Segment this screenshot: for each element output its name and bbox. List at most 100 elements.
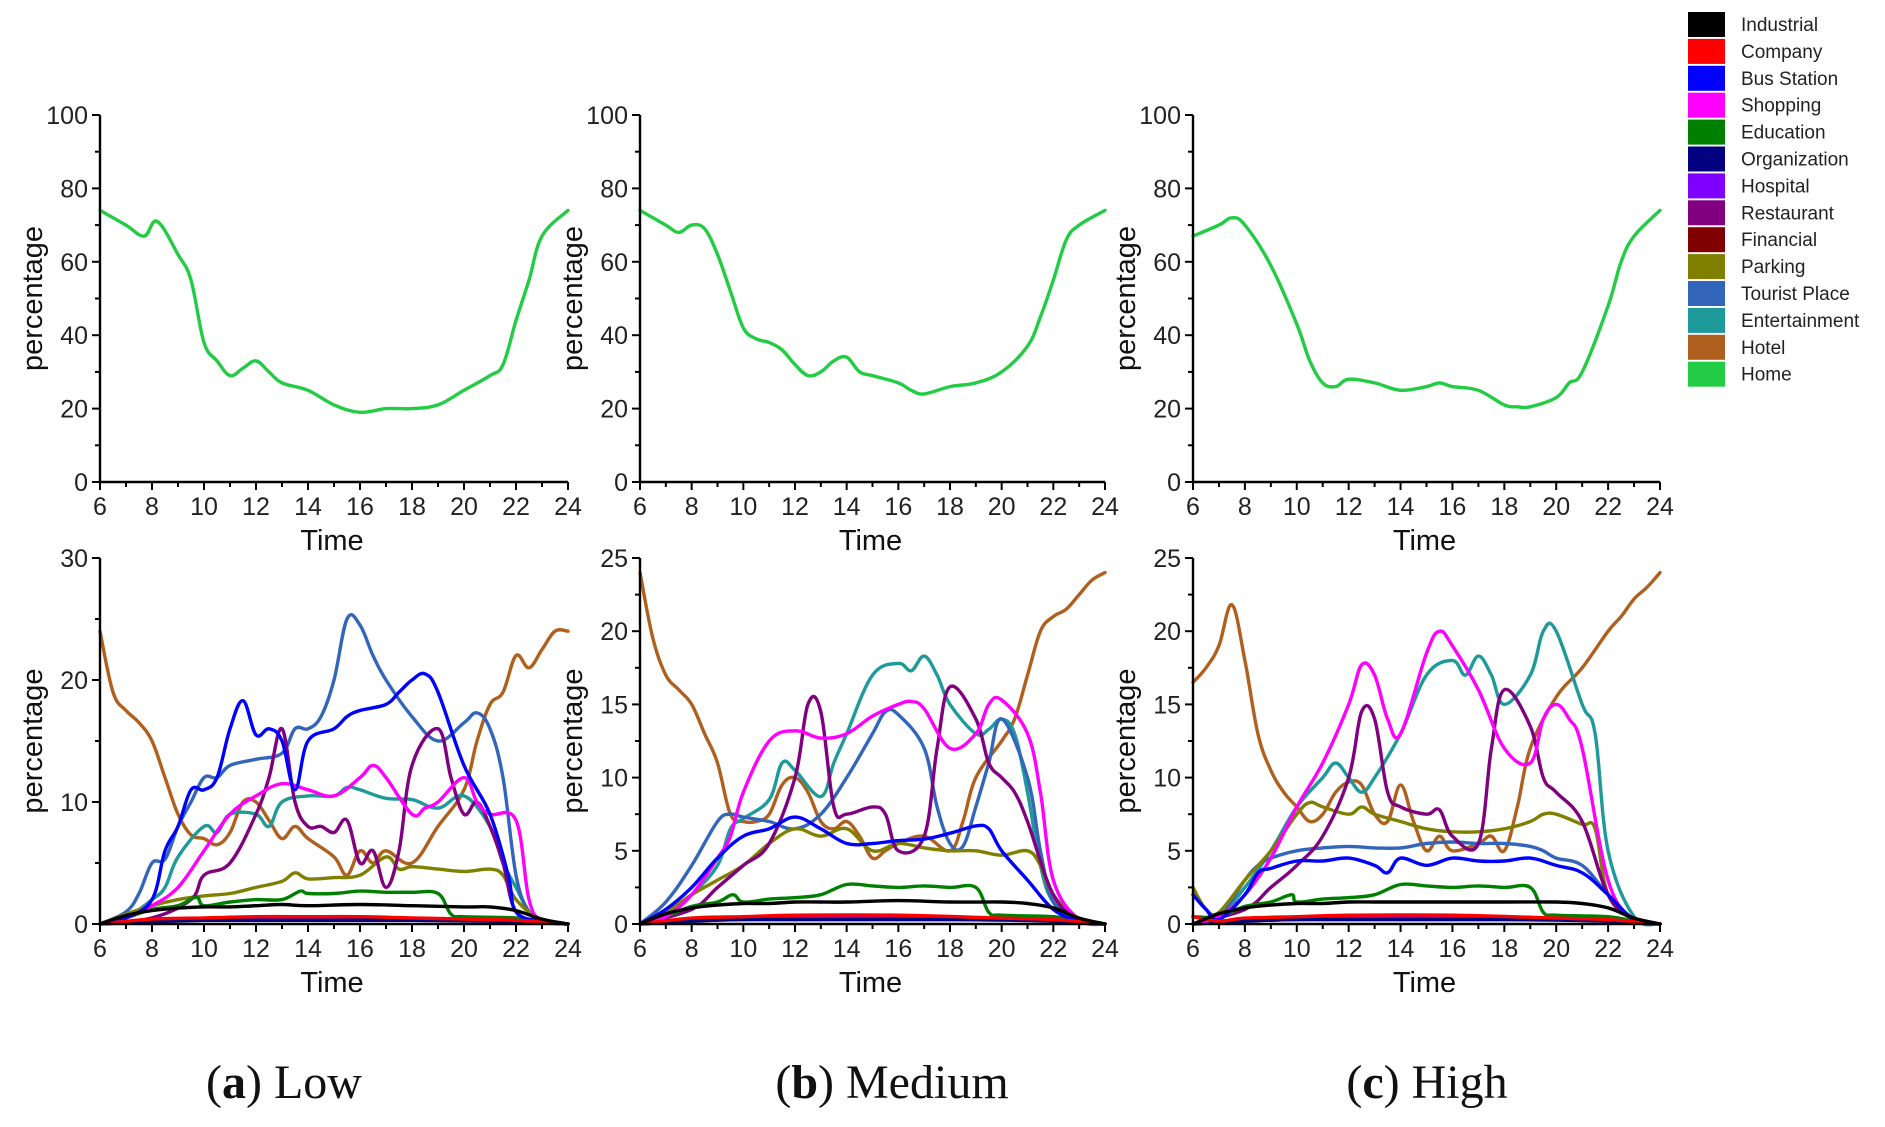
y-tick-label: 5: [1167, 838, 1181, 866]
y-tick-label: 80: [60, 175, 88, 203]
legend-label-organization: Organization: [1741, 150, 1849, 171]
x-tick-label: 20: [1542, 935, 1570, 963]
x-tick-label: 24: [1646, 493, 1674, 521]
plot-medium-top: 6 8 10 12 14 16 18 20 22 24 0 20 40 60 80 100 Time percen…: [557, 102, 1119, 557]
y-tick-label: 5: [614, 838, 628, 866]
x-tick-label: 16: [884, 935, 912, 963]
x-tick-label: 18: [1490, 493, 1518, 521]
x-tick-label: 20: [450, 493, 478, 521]
legend-label-hotel: Hotel: [1741, 338, 1785, 359]
legend: Industrial Company Bus Station Shopping Educ…: [1688, 12, 1860, 387]
y-tick-label: 100: [46, 102, 88, 130]
x-tick-label: 20: [450, 935, 478, 963]
y-axis-label: percentage: [1110, 226, 1142, 371]
x-tick-label: 10: [1283, 493, 1311, 521]
legend-label-bus-station: Bus Station: [1741, 69, 1838, 90]
legend-label-shopping: Shopping: [1741, 96, 1821, 117]
x-tick-label: 18: [398, 935, 426, 963]
series-group: [638, 208, 1107, 396]
x-tick-label: 14: [1387, 493, 1415, 521]
chart-panels: 6 8 10 12 14 16 18 20 22 24020406080100Timepercen…: [17, 102, 1674, 999]
legend-swatch-shopping: [1688, 92, 1725, 118]
series-line-education: [98, 889, 570, 926]
legend-swatch-organization: [1688, 146, 1725, 172]
series-line-company: [98, 914, 570, 926]
x-tick-label: 10: [1283, 935, 1311, 963]
x-tick-label: 6: [93, 493, 107, 521]
y-tick-label: 80: [600, 175, 628, 203]
series-line-home: [638, 208, 1107, 396]
y-tick-label: 60: [1153, 249, 1181, 277]
x-tick-label: 10: [190, 935, 218, 963]
legend-label-hospital: Hospital: [1741, 176, 1810, 197]
series-line-hotel: [98, 628, 570, 877]
y-tick-label: 25: [600, 545, 628, 573]
legend-swatch-education: [1688, 119, 1725, 145]
series-line-tourist-place: [1191, 840, 1662, 926]
y-tick-label: 25: [1153, 545, 1181, 573]
x-tick-label: 12: [1335, 493, 1363, 521]
x-tick-label: 16: [1439, 493, 1467, 521]
y-tick-label: 20: [60, 396, 88, 424]
y-tick-label: 80: [1153, 175, 1181, 203]
x-tick-label: 12: [242, 493, 270, 521]
series-group: [98, 613, 570, 926]
series-line-home: [98, 208, 570, 415]
x-tick-label: 24: [1646, 935, 1674, 963]
plot-low-top: 6 8 10 12 14 16 18 20 22 24 0 20 40 60 80 100 Time percen…: [17, 102, 582, 557]
plot-high-bottom: 6 8 10 12 14 16 18 20 22 24 0 5 10 15 20 25 Time percenta…: [1110, 545, 1674, 999]
plot-medium-bottom: 6 8 10 12 14 16 18 20 22 24 0 5 10 15 20 25 Time percenta…: [557, 545, 1119, 999]
series-line-industrial: [638, 898, 1107, 926]
x-tick-label: 18: [1490, 935, 1518, 963]
x-tick-label: 16: [884, 493, 912, 521]
x-axis-label: Time: [839, 525, 902, 557]
x-tick-label: 12: [1335, 935, 1363, 963]
y-tick-label: 10: [60, 789, 88, 817]
series-line-education: [638, 882, 1107, 926]
plot-high-top: 6 8 10 12 14 16 18 20 22 24 0 20 40 60 80 100 Time percen…: [1110, 102, 1674, 557]
x-tick-label: 12: [242, 935, 270, 963]
x-tick-label: 10: [190, 493, 218, 521]
legend-swatch-hotel: [1688, 334, 1725, 360]
legend-swatch-company: [1688, 38, 1725, 64]
x-tick-label: 18: [398, 493, 426, 521]
x-axis-label: Time: [300, 525, 363, 557]
y-tick-label: 15: [1153, 691, 1181, 719]
y-tick-label: 20: [60, 667, 88, 695]
x-tick-label: 12: [781, 935, 809, 963]
y-tick-label: 20: [600, 618, 628, 646]
series-line-hotel: [638, 570, 1107, 861]
y-tick-label: 100: [586, 102, 628, 130]
series-line-shopping: [1191, 629, 1662, 927]
legend-label-financial: Financial: [1741, 230, 1817, 251]
x-tick-label: 22: [502, 935, 530, 963]
series-line-hotel: [1191, 570, 1662, 854]
series-line-parking: [98, 855, 570, 926]
x-tick-label: 20: [988, 493, 1016, 521]
series-group: [98, 208, 570, 415]
x-tick-label: 8: [1238, 935, 1252, 963]
series-line-tourist-place: [638, 707, 1107, 926]
x-tick-label: 20: [1542, 493, 1570, 521]
x-tick-label: 14: [833, 493, 861, 521]
legend-swatch-parking: [1688, 254, 1725, 280]
series-line-parking: [638, 826, 1107, 926]
y-axis-label: percentage: [17, 226, 49, 371]
x-tick-label: 16: [346, 935, 374, 963]
y-axis-label: percentage: [1110, 668, 1142, 813]
y-tick-label: 20: [1153, 618, 1181, 646]
x-tick-label: 8: [1238, 493, 1252, 521]
x-tick-label: 18: [936, 493, 964, 521]
x-tick-label: 18: [936, 935, 964, 963]
y-tick-label: 20: [600, 396, 628, 424]
caption-c: (c) High: [1346, 1056, 1507, 1109]
legend-label-education: Education: [1741, 123, 1826, 144]
x-tick-label: 6: [93, 935, 107, 963]
legend-label-home: Home: [1741, 365, 1792, 386]
series-line-industrial: [1191, 900, 1662, 926]
x-axis-label: Time: [1393, 525, 1456, 557]
x-tick-label: 6: [1186, 493, 1200, 521]
y-axis-label: percentage: [557, 226, 589, 371]
legend-swatch-entertainment: [1688, 307, 1725, 333]
